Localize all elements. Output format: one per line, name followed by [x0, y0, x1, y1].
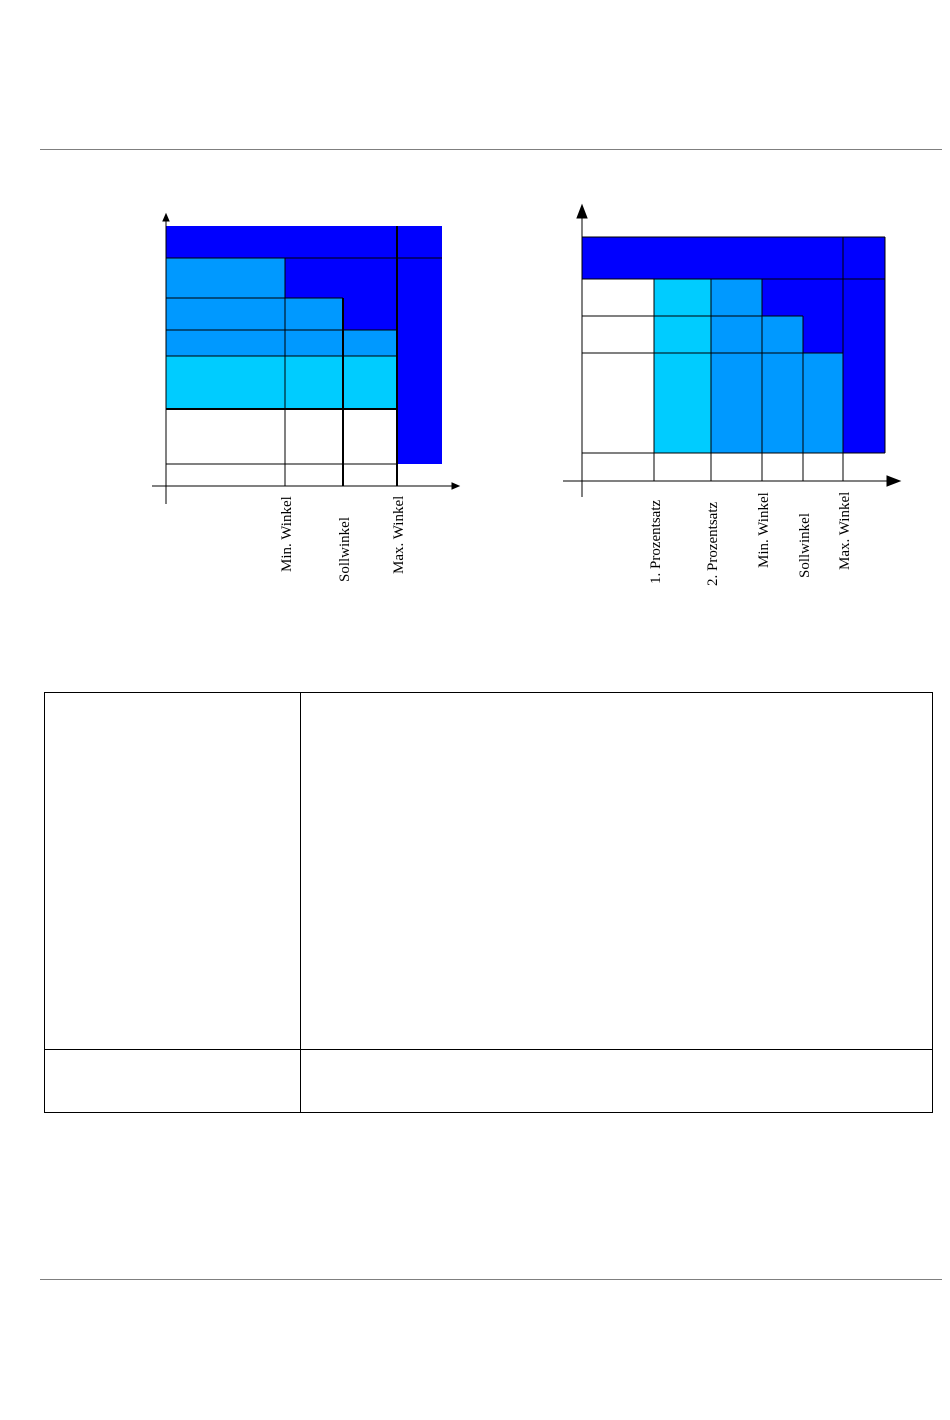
left-axes — [152, 212, 461, 504]
left-label-min-angle: Min. Winkel — [279, 496, 295, 572]
right-label-target-angle: Sollwinkel — [797, 513, 813, 578]
right-medium-block-1 — [711, 279, 762, 453]
table-row-divider — [45, 1049, 932, 1050]
table-row-2-content — [301, 1050, 932, 1112]
left-white-block — [166, 409, 397, 486]
left-medium-block-1 — [166, 258, 285, 298]
right-light-block — [654, 279, 711, 453]
footer-rule — [40, 1279, 942, 1280]
left-label-max-angle: Max. Winkel — [391, 496, 407, 574]
right-grid — [582, 236, 886, 481]
right-label-percent-2: 2. Prozentsatz — [705, 502, 721, 586]
parameter-table — [44, 692, 933, 1113]
right-label-max-angle: Max. Winkel — [837, 492, 853, 570]
table-row-1-label — [45, 693, 300, 1049]
table-row-1-content — [301, 693, 932, 1049]
angle-diagrams: Min. Winkel Sollwinkel Max. Winkel — [152, 203, 902, 586]
header-rule — [40, 149, 942, 150]
left-light-block — [166, 356, 397, 409]
right-medium-block-3 — [803, 353, 843, 453]
right-label-percent-1: 1. Prozentsatz — [648, 500, 664, 584]
left-medium-block-3 — [166, 330, 397, 356]
right-white-block — [582, 279, 654, 453]
right-medium-block-2 — [762, 316, 803, 453]
right-axes — [563, 203, 902, 497]
diagram-left: Min. Winkel Sollwinkel Max. Winkel — [152, 212, 461, 582]
left-medium-block-2 — [166, 298, 343, 330]
table-row-2-label — [45, 1050, 300, 1112]
left-label-target-angle: Sollwinkel — [337, 517, 353, 582]
left-grid — [166, 226, 442, 486]
diagram-right: 1. Prozentsatz 2. Prozentsatz Min. Winke… — [563, 203, 902, 586]
right-label-min-angle: Min. Winkel — [756, 492, 772, 568]
table-column-divider — [300, 693, 301, 1112]
